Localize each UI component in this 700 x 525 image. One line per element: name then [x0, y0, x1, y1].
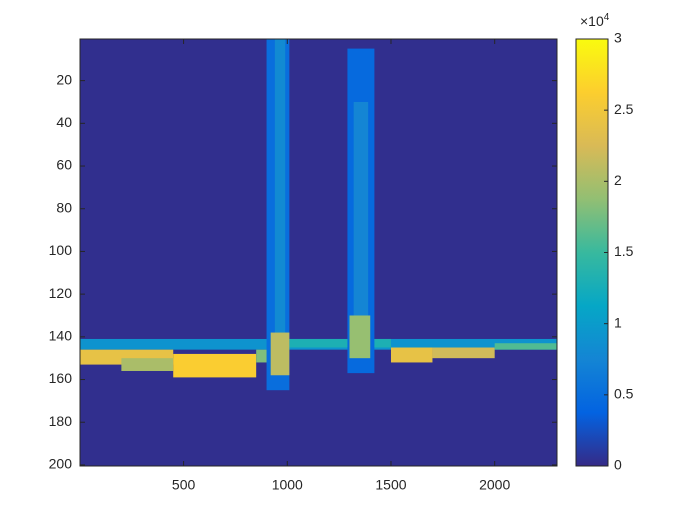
y-tick-label: 120	[49, 285, 73, 301]
colorbar-tick-label: 2	[614, 172, 622, 188]
y-tick-label: 20	[56, 71, 72, 87]
colorbar-scale-base: ×10	[580, 13, 604, 29]
heatmap-region	[349, 315, 371, 359]
heatmap-region	[287, 338, 391, 348]
y-tick-label: 100	[49, 242, 73, 258]
colorbar-tick-label: 0	[614, 457, 622, 473]
colorbar-scale: ×104	[580, 12, 610, 29]
y-tick-label: 60	[56, 157, 72, 173]
heatmap-region	[390, 347, 433, 363]
colorbar-tick-label: 2.5	[614, 101, 634, 117]
y-tick-label: 160	[49, 370, 73, 386]
colorbar-tick-label: 1.5	[614, 243, 634, 259]
colorbar-tick-label: 0.5	[614, 386, 634, 402]
x-tick-label: 1500	[375, 477, 406, 493]
x-tick-label: 1000	[272, 477, 303, 493]
x-tick-label: 2000	[479, 477, 510, 493]
heatmap-region	[173, 353, 257, 378]
colorbar	[576, 39, 608, 466]
y-tick-label: 40	[56, 114, 72, 130]
heatmap-region	[353, 101, 369, 320]
y-tick-label: 200	[49, 456, 73, 472]
x-tick-label: 500	[172, 477, 196, 493]
colorbar-scale-exponent: 4	[604, 12, 610, 23]
heatmap-background	[80, 39, 557, 466]
y-tick-label: 180	[49, 413, 73, 429]
heatmap-region	[121, 358, 174, 371]
heatmap-region	[432, 347, 495, 359]
plot-border	[79, 38, 558, 467]
heatmap-region	[270, 332, 290, 376]
heatmap-region	[494, 343, 557, 350]
y-tick-label: 80	[56, 199, 72, 215]
colorbar-tick-label: 3	[614, 30, 622, 46]
heatmap-region	[274, 39, 286, 337]
plot-area	[80, 39, 557, 466]
y-tick-label: 140	[49, 328, 73, 344]
colorbar-tick-label: 1	[614, 314, 622, 330]
